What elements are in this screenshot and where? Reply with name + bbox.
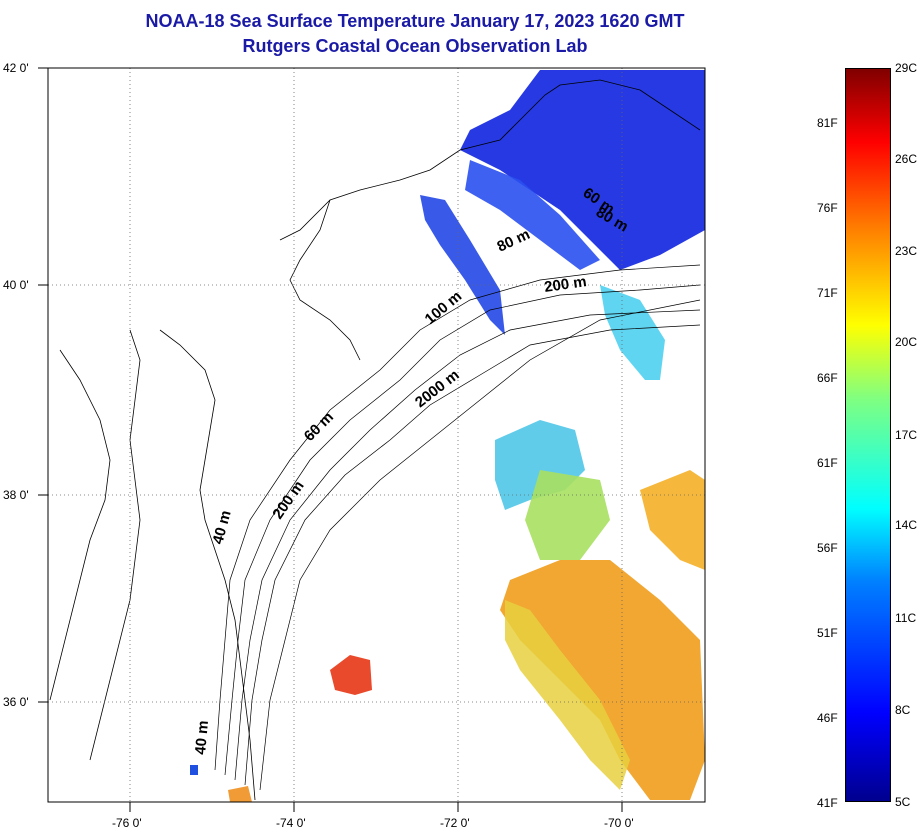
map-subtitle: Rutgers Coastal Ocean Observation Lab [242, 36, 588, 56]
graticule [48, 68, 705, 802]
sst-patch-orange-bottom [228, 786, 252, 802]
celsius-label: 14C [895, 518, 918, 532]
lat-label-36: 36 0' [3, 695, 29, 709]
sst-data-layer [190, 70, 705, 802]
fahrenheit-label: 71F [817, 286, 838, 300]
bathymetry-contours [214, 264, 701, 791]
coastline-layer [49, 79, 701, 801]
fahrenheit-label: 66F [817, 371, 838, 385]
contour-100m [234, 309, 701, 781]
contour-label: 40 m [192, 720, 212, 756]
tick-marks [38, 67, 623, 812]
contour-label: 40 m [209, 509, 234, 546]
lon-label-74: -74 0' [276, 816, 306, 830]
lat-label-38: 38 0' [3, 488, 29, 502]
sst-patch-blue-dot [190, 765, 198, 775]
map-title: NOAA-18 Sea Surface Temperature January … [145, 11, 685, 31]
contour-200m [244, 324, 701, 786]
contour-2000m [259, 299, 701, 791]
celsius-label: 11C [895, 611, 917, 625]
map-frame [47, 67, 706, 803]
sst-patch-cyan-front [600, 285, 665, 380]
coastline-jersey [289, 199, 361, 361]
contour-label: 60 m [301, 409, 337, 445]
sst-patch-warm-east [640, 470, 705, 570]
fahrenheit-label: 76F [817, 201, 838, 215]
sst-patch-cold-shelf [465, 160, 600, 270]
fahrenheit-label: 61F [817, 456, 838, 470]
contour-40m [214, 264, 701, 771]
lon-label-72: -72 0' [440, 816, 470, 830]
sst-patch-warm-main [500, 560, 705, 800]
contour-label: 200 m [543, 273, 587, 296]
contour-label: 100 m [422, 288, 466, 328]
lat-label-40: 40 0' [3, 278, 29, 292]
fahrenheit-label: 41F [817, 796, 838, 810]
fahrenheit-label: 56F [817, 541, 838, 555]
chesapeake-bay [89, 329, 141, 761]
sst-patch-green [525, 470, 610, 560]
celsius-label: 29C [895, 61, 918, 75]
celsius-label: 5C [895, 795, 911, 809]
sst-patch-cold-strip [420, 195, 505, 335]
fahrenheit-label: 46F [817, 711, 838, 725]
colorbar-gradient [846, 69, 890, 801]
coastline-northeast [279, 79, 701, 241]
celsius-label: 20C [895, 335, 918, 349]
contour-label: 200 m [269, 478, 307, 523]
contour-label: 80 m [495, 226, 533, 256]
celsius-label: 17C [895, 428, 918, 442]
sst-patch-red-small [330, 655, 372, 695]
lat-label-42: 42 0' [3, 61, 29, 75]
celsius-label: 8C [895, 703, 911, 717]
coastline-inner [49, 349, 111, 701]
celsius-label: 23C [895, 244, 918, 258]
celsius-label: 26C [895, 152, 918, 166]
contour-label: 2000 m [412, 366, 463, 411]
contour-60m [224, 284, 701, 776]
sst-patch-cold-north [460, 70, 705, 270]
lon-label-76: -76 0' [112, 816, 142, 830]
coastline-delmarva [159, 329, 256, 801]
fahrenheit-label: 81F [817, 116, 838, 130]
sst-patch-yellow [505, 600, 630, 790]
temperature-colorbar [845, 68, 891, 802]
fahrenheit-label: 51F [817, 626, 838, 640]
lon-label-70: -70 0' [604, 816, 634, 830]
